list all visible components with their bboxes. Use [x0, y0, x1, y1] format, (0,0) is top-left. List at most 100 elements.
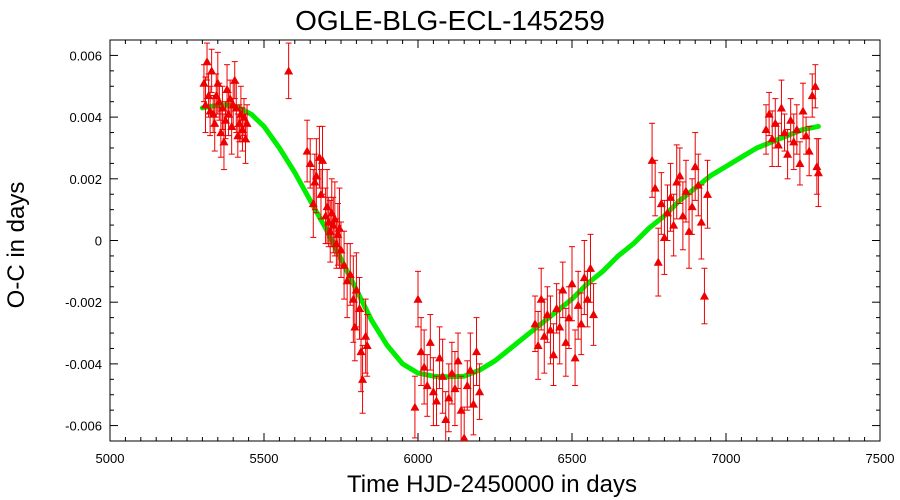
- data-point-triangle: [567, 279, 577, 288]
- data-point-triangle: [336, 245, 346, 254]
- y-tick-label: 0.002: [69, 172, 102, 187]
- x-tick-label: 5500: [250, 451, 279, 466]
- data-point-triangle: [441, 414, 451, 424]
- data-point-triangle: [231, 103, 241, 112]
- data-point-triangle: [217, 103, 227, 112]
- data-point-triangle: [656, 198, 666, 208]
- data-point-triangle: [356, 347, 366, 356]
- data-point-triangle: [456, 405, 466, 414]
- data-points: [199, 42, 823, 441]
- data-point-triangle: [310, 177, 320, 186]
- data-point-triangle: [462, 380, 472, 390]
- data-point-triangle: [333, 229, 343, 238]
- data-point-triangle: [533, 340, 543, 349]
- x-tick-label: 6000: [404, 451, 433, 466]
- data-point-triangle: [545, 325, 555, 334]
- data-point-triangle: [570, 353, 580, 362]
- data-point-triangle: [693, 180, 703, 189]
- data-point-triangle: [684, 226, 694, 235]
- data-point-triangle: [459, 433, 469, 441]
- x-tick-label: 6500: [558, 451, 587, 466]
- data-point-triangle: [202, 57, 212, 66]
- y-tick-label: 0.004: [69, 110, 102, 125]
- data-point-triangle: [342, 276, 352, 285]
- data-point-triangle: [354, 303, 364, 312]
- data-point-triangle: [362, 340, 372, 349]
- y-tick-label: -0.006: [65, 419, 102, 434]
- data-point-triangle: [804, 146, 814, 155]
- data-point-triangle: [214, 97, 224, 106]
- data-point-triangle: [770, 118, 780, 127]
- data-point-triangle: [348, 294, 358, 303]
- chart-title: OGLE-BLG-ECL-145259: [295, 5, 605, 36]
- x-tick-label: 7000: [712, 451, 741, 466]
- data-point-triangle: [576, 319, 586, 328]
- data-point-triangle: [783, 149, 793, 158]
- data-point-triangle: [230, 75, 240, 84]
- data-point-triangle: [536, 294, 546, 303]
- data-point-triangle: [325, 226, 335, 235]
- data-point-triangle: [322, 202, 332, 211]
- data-point-triangle: [327, 208, 337, 217]
- data-point-triangle: [345, 269, 355, 279]
- data-point-triangle: [302, 146, 312, 155]
- data-point-triangle: [438, 371, 448, 380]
- data-point-triangle: [542, 310, 552, 319]
- y-tick-label: 0: [95, 234, 102, 249]
- data-point-triangle: [573, 300, 583, 309]
- data-point-triangle: [358, 374, 368, 383]
- data-point-triangle: [798, 106, 808, 115]
- data-point-triangle: [284, 66, 294, 75]
- y-axis-label: O-C in days: [3, 182, 30, 309]
- data-point-triangle: [552, 303, 562, 312]
- data-point-triangle: [789, 137, 799, 146]
- data-point-triangle: [237, 124, 247, 134]
- data-point-triangle: [207, 66, 217, 75]
- plot-frame: [109, 39, 881, 442]
- data-point-triangle: [468, 399, 478, 408]
- y-tick-label: -0.002: [65, 295, 102, 310]
- data-point-triangle: [241, 134, 251, 143]
- data-point-triangle: [419, 362, 429, 371]
- data-point-triangle: [780, 128, 790, 137]
- data-point-triangle: [776, 103, 786, 112]
- data-point-triangle: [687, 202, 697, 211]
- data-point-triangle: [558, 285, 568, 294]
- data-point-triangle: [435, 353, 445, 362]
- data-point-triangle: [339, 260, 349, 269]
- fit-group: [199, 102, 821, 380]
- data-point-triangle: [200, 100, 210, 109]
- data-point-triangle: [773, 140, 783, 149]
- data-point-triangle: [767, 134, 777, 143]
- data-point-triangle: [222, 84, 232, 93]
- data-point-triangle: [795, 158, 805, 167]
- data-point-triangle: [422, 380, 432, 390]
- data-point-triangle: [786, 115, 796, 124]
- data-point-triangle: [208, 109, 218, 118]
- data-point-triangle: [764, 109, 774, 118]
- data-point-triangle: [318, 155, 328, 164]
- data-point-triangle: [234, 118, 244, 127]
- data-point-triangle: [351, 285, 361, 294]
- data-point-triangle: [239, 112, 249, 121]
- data-point-triangle: [331, 239, 341, 248]
- data-point-triangle: [334, 223, 344, 232]
- data-point-triangle: [410, 402, 420, 411]
- y-tick-label: -0.004: [65, 357, 102, 372]
- data-point-triangle: [589, 310, 599, 319]
- data-point-triangle: [233, 131, 243, 140]
- y-tick-label: 0.006: [69, 48, 102, 63]
- axes-group: 5000 5500 6000 6500 7000 7500 -0.006 -0.004 -0.0…: [65, 39, 894, 466]
- data-point-triangle: [669, 220, 679, 229]
- data-point-triangle: [447, 368, 457, 377]
- fit-line: [199, 102, 821, 380]
- data-point-triangle: [321, 211, 331, 220]
- data-point-triangle: [431, 396, 441, 405]
- data-point-triangle: [221, 115, 230, 124]
- data-point-triangle: [324, 217, 334, 226]
- data-point-triangle: [585, 263, 595, 272]
- data-point-triangle: [681, 186, 691, 195]
- data-point-triangle: [653, 257, 663, 266]
